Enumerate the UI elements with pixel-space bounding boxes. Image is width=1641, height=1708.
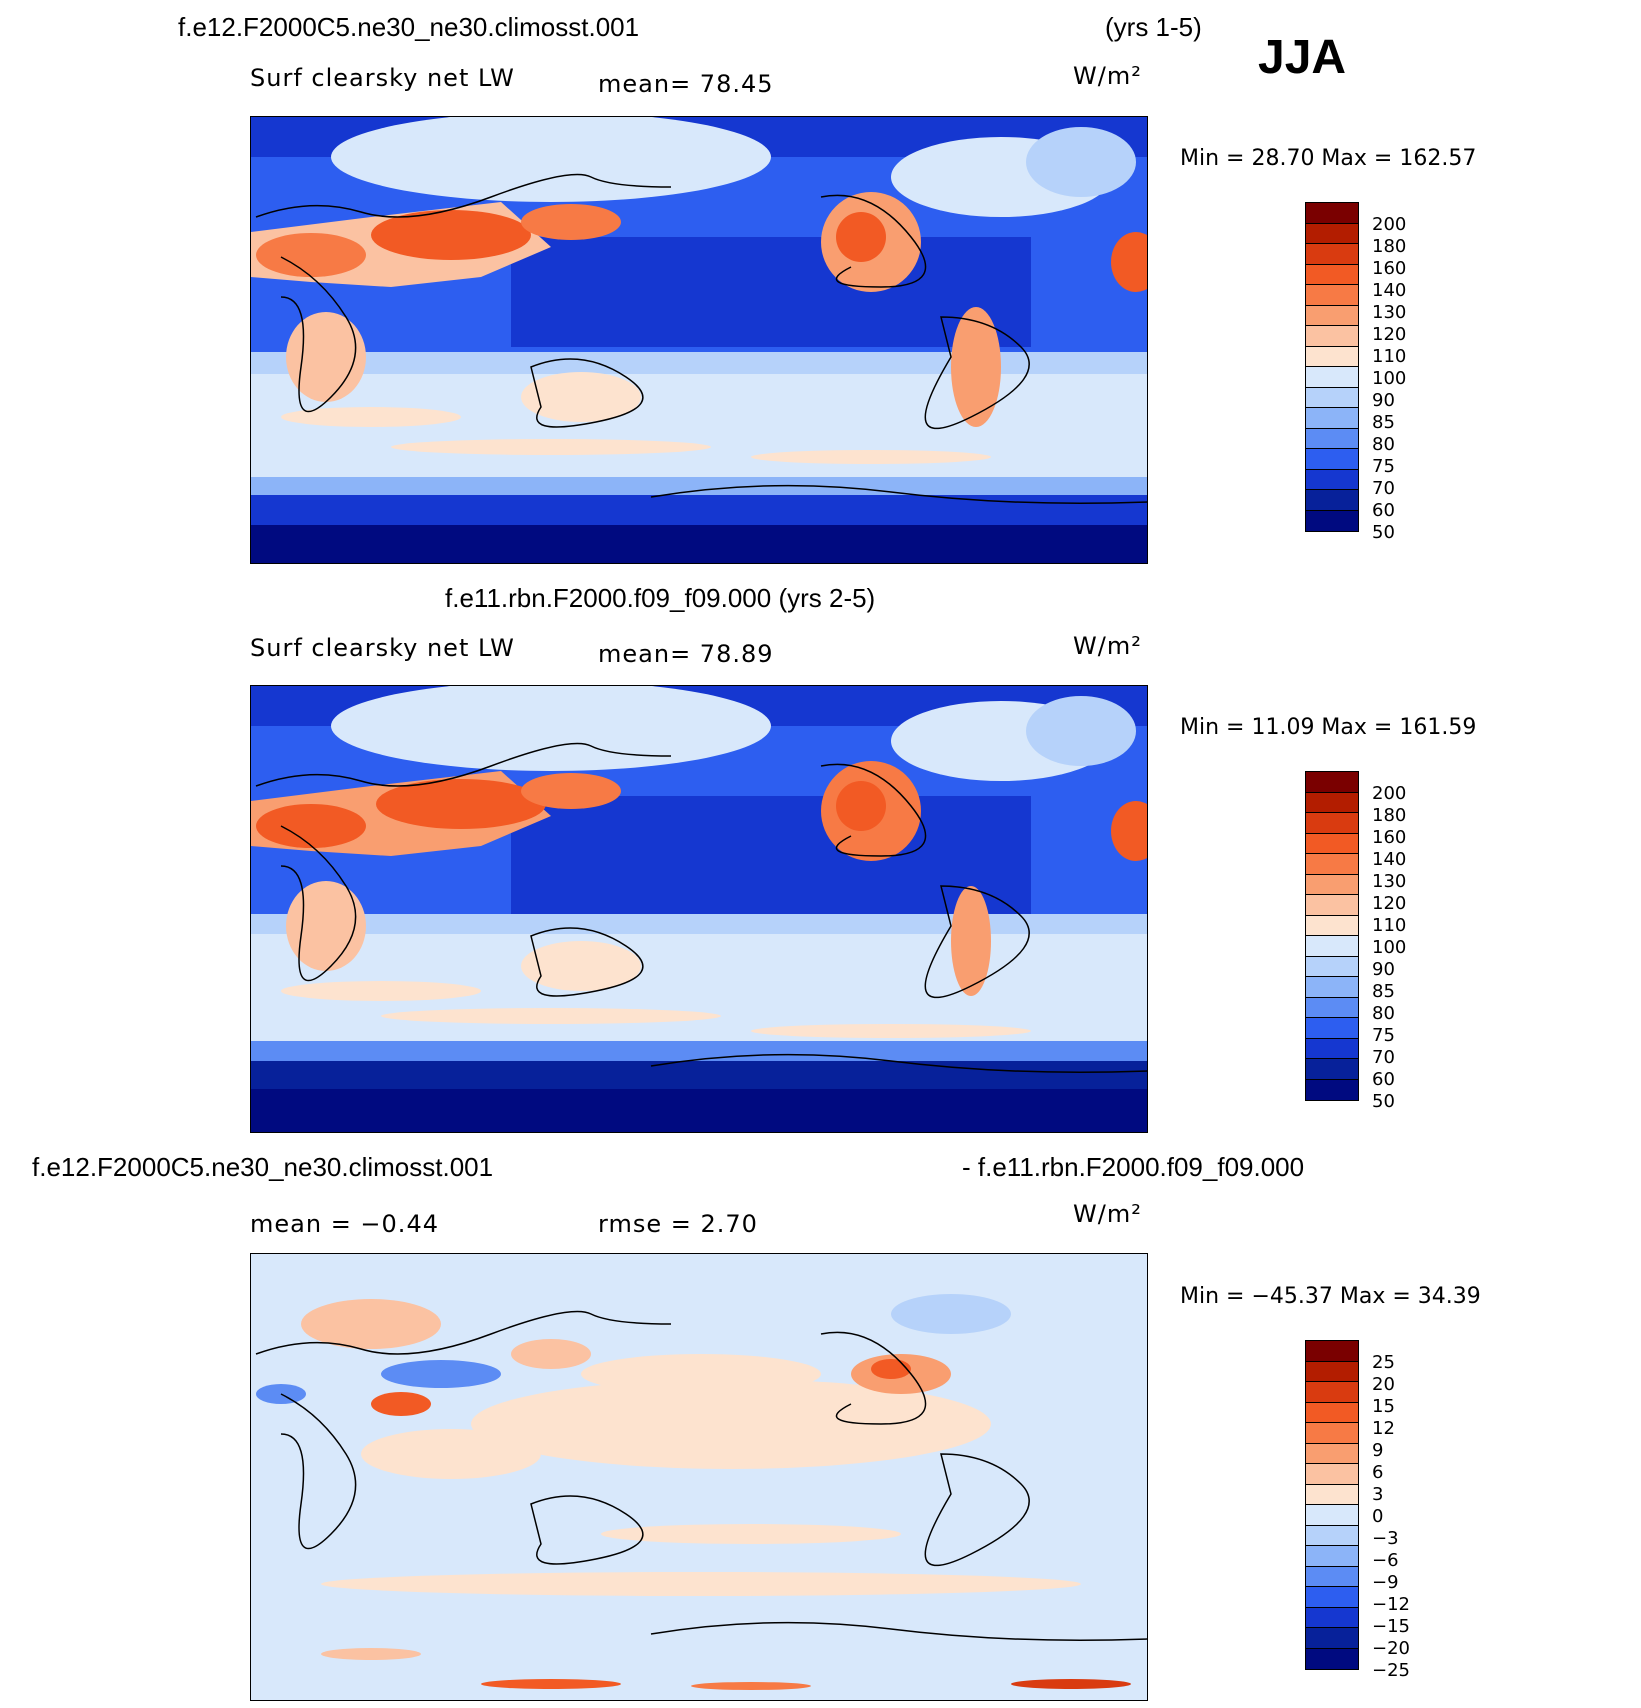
panel3-colorbar-label: 20 <box>1372 1374 1395 1395</box>
panel1-years: (yrs 1-5) <box>1105 12 1202 42</box>
panel3-colorbar-label: 6 <box>1372 1462 1384 1483</box>
panel1-colorbar-label: 80 <box>1372 434 1395 455</box>
panel2-colorbar-label: 75 <box>1372 1025 1395 1046</box>
panel3-colorbar-label: −3 <box>1372 1528 1399 1549</box>
panel3-colorbar-label: −20 <box>1372 1638 1410 1659</box>
panel3-colorbar-label: 12 <box>1372 1418 1395 1439</box>
panel3-units: W/m² <box>1073 1200 1142 1228</box>
panel1-units: W/m² <box>1073 62 1142 90</box>
panel2-colorbar-label: 140 <box>1372 849 1407 870</box>
season-label: JJA <box>1258 31 1347 84</box>
panel1-mean: mean= 78.45 <box>598 70 774 98</box>
panel1-case-name: f.e12.F2000C5.ne30_ne30.climosst.001 <box>178 12 640 42</box>
panel2-colorbar-label: 60 <box>1372 1069 1395 1090</box>
panel2-colorbar-label: 160 <box>1372 827 1407 848</box>
panel1-colorbar-label: 70 <box>1372 478 1395 499</box>
panel1-colorbar-label: 120 <box>1372 324 1407 345</box>
panel3-colorbar-label: 15 <box>1372 1396 1395 1417</box>
panel2-map <box>250 685 1148 1133</box>
panel2-colorbar-label: 100 <box>1372 937 1407 958</box>
panel1-variable: Surf clearsky net LW <box>250 64 515 92</box>
panel1-colorbar-label: 60 <box>1372 500 1395 521</box>
panel3-colorbar <box>1305 1340 1359 1670</box>
panel3-mean: mean = −0.44 <box>250 1210 439 1238</box>
panel3-colorbar-label: 9 <box>1372 1440 1384 1461</box>
panel3-minus-case: - f.e11.rbn.F2000.f09_f09.000 <box>962 1152 1305 1182</box>
panel1-colorbar-label: 180 <box>1372 236 1407 257</box>
panel2-mean: mean= 78.89 <box>598 640 774 668</box>
panel3-colorbar-label: −9 <box>1372 1572 1399 1593</box>
panel3-colorbar-label: −25 <box>1372 1660 1410 1681</box>
panel2-colorbar-label: 50 <box>1372 1091 1395 1112</box>
panel1-colorbar <box>1305 202 1359 532</box>
panel1-colorbar-label: 160 <box>1372 258 1407 279</box>
panel2-colorbar-label: 90 <box>1372 959 1395 980</box>
panel1-minmax: Min = 28.70 Max = 162.57 <box>1180 146 1477 171</box>
panel1-colorbar-label: 85 <box>1372 412 1395 433</box>
panel2-colorbar-label: 85 <box>1372 981 1395 1002</box>
panel1-colorbar-label: 110 <box>1372 346 1407 367</box>
panel2-variable: Surf clearsky net LW <box>250 634 515 662</box>
panel2-units: W/m² <box>1073 632 1142 660</box>
panel1-colorbar-label: 90 <box>1372 390 1395 411</box>
panel2-colorbar-label: 110 <box>1372 915 1407 936</box>
panel2-colorbar-label: 80 <box>1372 1003 1395 1024</box>
panel2-case-name: f.e11.rbn.F2000.f09_f09.000 (yrs 2-5) <box>445 583 876 613</box>
panel2-colorbar-label: 70 <box>1372 1047 1395 1068</box>
panel3-colorbar-label: −6 <box>1372 1550 1399 1571</box>
panel1-map <box>250 116 1148 564</box>
panel2-colorbar-label: 180 <box>1372 805 1407 826</box>
panel2-minmax: Min = 11.09 Max = 161.59 <box>1180 715 1477 740</box>
panel3-colorbar-label: 3 <box>1372 1484 1384 1505</box>
panel1-colorbar-label: 130 <box>1372 302 1407 323</box>
panel2-colorbar-label: 200 <box>1372 783 1407 804</box>
panel1-colorbar-label: 100 <box>1372 368 1407 389</box>
panel3-colorbar-label: 0 <box>1372 1506 1384 1527</box>
panel3-map <box>250 1253 1148 1701</box>
panel1-colorbar-label: 50 <box>1372 522 1395 543</box>
panel2-colorbar-label: 120 <box>1372 893 1407 914</box>
panel2-colorbar <box>1305 771 1359 1101</box>
panel1-colorbar-label: 140 <box>1372 280 1407 301</box>
panel3-minmax: Min = −45.37 Max = 34.39 <box>1180 1284 1481 1309</box>
panel2-colorbar-label: 130 <box>1372 871 1407 892</box>
panel3-colorbar-label: −12 <box>1372 1594 1410 1615</box>
panel3-case-name: f.e12.F2000C5.ne30_ne30.climosst.001 <box>32 1152 494 1182</box>
panel1-colorbar-label: 75 <box>1372 456 1395 477</box>
panel3-colorbar-label: 25 <box>1372 1352 1395 1373</box>
panel1-colorbar-label: 200 <box>1372 214 1407 235</box>
panel3-rmse: rmse = 2.70 <box>598 1210 758 1238</box>
panel3-colorbar-label: −15 <box>1372 1616 1410 1637</box>
